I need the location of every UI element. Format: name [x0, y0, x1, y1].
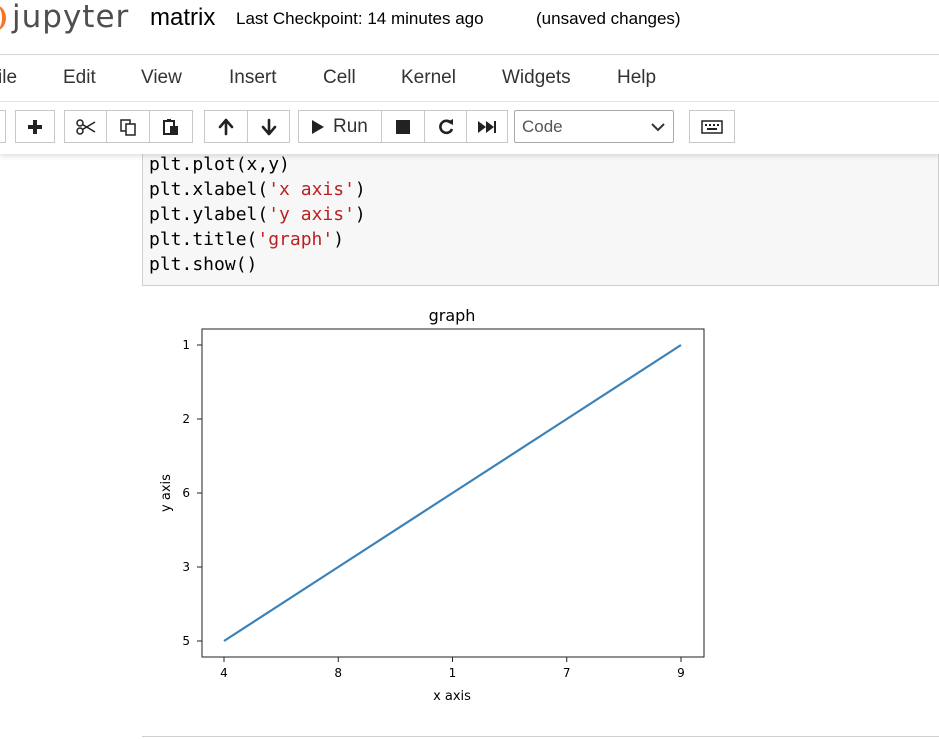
menu-help[interactable]: Help	[617, 67, 657, 88]
jupyter-logo-icon	[0, 0, 8, 35]
paste-button[interactable]	[149, 110, 193, 143]
menu-kernel[interactable]: Kernel	[401, 67, 456, 88]
menu-widgets[interactable]: Widgets	[502, 67, 571, 88]
x-tick-label: 9	[677, 666, 685, 680]
menu-view[interactable]: View	[141, 67, 182, 88]
stop-icon	[396, 119, 410, 134]
code-line: plt.plot(x,y)	[149, 154, 290, 175]
move-up-icon	[218, 118, 234, 135]
axis-ticks: 4 8 1 7 9 5 3 6 2 1	[182, 338, 684, 680]
notebook-name[interactable]: matrix	[150, 4, 216, 31]
menu-bar: ile Edit View Insert Cell Kernel Widgets…	[0, 54, 939, 102]
cell-divider	[142, 736, 939, 737]
run-icon	[312, 119, 324, 134]
y-tick-label: 2	[182, 412, 190, 426]
copy-button[interactable]	[106, 110, 150, 143]
save-button[interactable]	[0, 110, 6, 143]
x-tick-label: 7	[563, 666, 571, 680]
checkpoint-status: Last Checkpoint: 14 minutes ago	[236, 9, 484, 28]
y-tick-label: 1	[182, 338, 190, 352]
restart-icon	[438, 118, 453, 134]
y-tick-label: 5	[182, 634, 190, 648]
cell-type-value: Code	[522, 117, 563, 136]
move-down-icon	[261, 118, 276, 135]
notebook-header: jupyter matrix Last Checkpoint: 14 minut…	[0, 0, 939, 52]
series-line	[223, 344, 682, 642]
output-plot: graph x axis y axis 4 8 1 7 9 5 3 6 2 1	[159, 306, 705, 704]
paste-icon	[163, 118, 178, 135]
code-line: plt.xlabel('x axis')	[149, 179, 366, 200]
menu-edit[interactable]: Edit	[63, 67, 96, 88]
move-up-button[interactable]	[204, 110, 248, 143]
chevron-down-icon	[651, 123, 665, 132]
chart-title: graph	[429, 306, 476, 325]
cut-icon	[75, 118, 95, 135]
code-line: plt.ylabel('y axis')	[149, 204, 366, 225]
code-line: plt.show()	[149, 254, 258, 275]
y-tick-label: 6	[182, 486, 190, 500]
series-group	[223, 344, 682, 642]
add-cell-icon	[28, 119, 42, 134]
copy-icon	[120, 118, 136, 136]
restart-run-all-button[interactable]	[466, 110, 508, 143]
menu-cell[interactable]: Cell	[323, 67, 356, 88]
restart-button[interactable]	[424, 110, 467, 143]
cut-button[interactable]	[64, 110, 107, 143]
y-tick-label: 3	[182, 560, 190, 574]
menu-file[interactable]: ile	[0, 67, 18, 88]
toolbar: Run	[0, 102, 939, 154]
y-axis-label: y axis	[159, 474, 174, 512]
logo-text: jupyter	[12, 0, 130, 35]
move-down-button[interactable]	[247, 110, 290, 143]
x-axis-label: x axis	[433, 689, 471, 704]
cell-type-select[interactable]: Code	[514, 110, 674, 143]
add-cell-button[interactable]	[15, 110, 55, 143]
code-line: plt.title('graph')	[149, 229, 345, 250]
x-tick-label: 8	[334, 666, 342, 680]
fast-forward-icon	[478, 120, 496, 133]
jupyter-logo[interactable]: jupyter	[0, 0, 129, 37]
stop-button[interactable]	[381, 110, 425, 143]
run-button[interactable]: Run	[298, 110, 382, 143]
code-cell[interactable]: plt.plot(x,y) plt.xlabel('x axis') plt.y…	[142, 152, 939, 286]
save-status: (unsaved changes)	[536, 9, 681, 28]
x-tick-label: 1	[449, 666, 457, 680]
menu-insert[interactable]: Insert	[229, 67, 277, 88]
keyboard-icon	[701, 119, 723, 134]
run-label: Run	[333, 115, 368, 137]
command-palette-button[interactable]	[689, 110, 735, 143]
x-tick-label: 4	[220, 666, 228, 680]
